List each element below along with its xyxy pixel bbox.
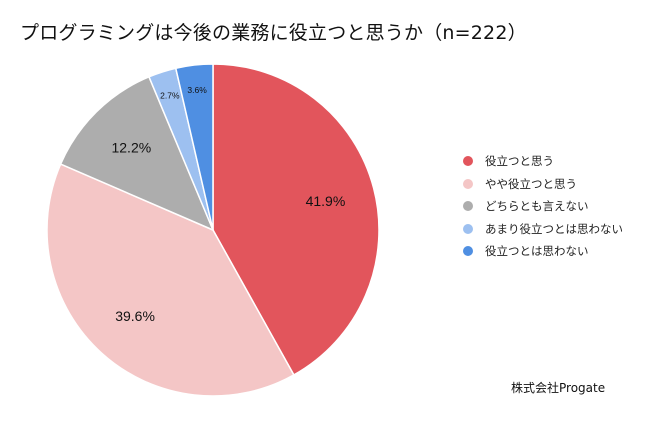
legend-item: あまり役立つとは思わない [463,218,623,241]
pie-data-labels: 41.9% 39.6% 12.2% 2.7% 3.6% [111,85,345,324]
legend-label: 役立つと思う [485,154,554,169]
legend-swatch [463,246,473,257]
legend: 役立つと思うやや役立つと思う どちらとも言えないあまり役立つとは思わない 役立つとは… [463,150,623,263]
legend-label: あまり役立つとは思わない [485,221,623,236]
legend-swatch [463,156,473,167]
pie-data-label-1: 41.9% [306,193,346,209]
pie-slice-1 [212,63,380,376]
legend-swatch [463,201,473,212]
legend-swatch [463,223,473,234]
legend-label: どちらとも言えない [485,199,589,214]
legend-swatch [463,178,473,189]
pie-data-label-4: 2.7% [160,91,180,101]
pie-data-label-2: 39.6% [115,308,155,324]
legend-label: 役立つとは思わない [485,244,589,259]
legend-item: やや役立つと思う [463,173,623,196]
pie-slice-2 [46,163,295,397]
chart-title: プログラミングは今後の業務に役立つと思うか（n=222） [20,22,527,44]
pie-slices [46,63,380,397]
pie-data-label-3: 12.2% [111,139,151,155]
legend-item: 役立つとは思わない [463,240,623,263]
legend-item: どちらとも言えない [463,195,623,218]
source-credit: 株式会社Progate [511,381,606,395]
legend-item: 役立つと思う [463,150,623,173]
pie-slice-3 [59,76,214,231]
pie-data-label-5: 3.6% [187,85,207,95]
pie-slice-5 [175,63,214,231]
legend-label: やや役立つと思う [485,176,577,191]
